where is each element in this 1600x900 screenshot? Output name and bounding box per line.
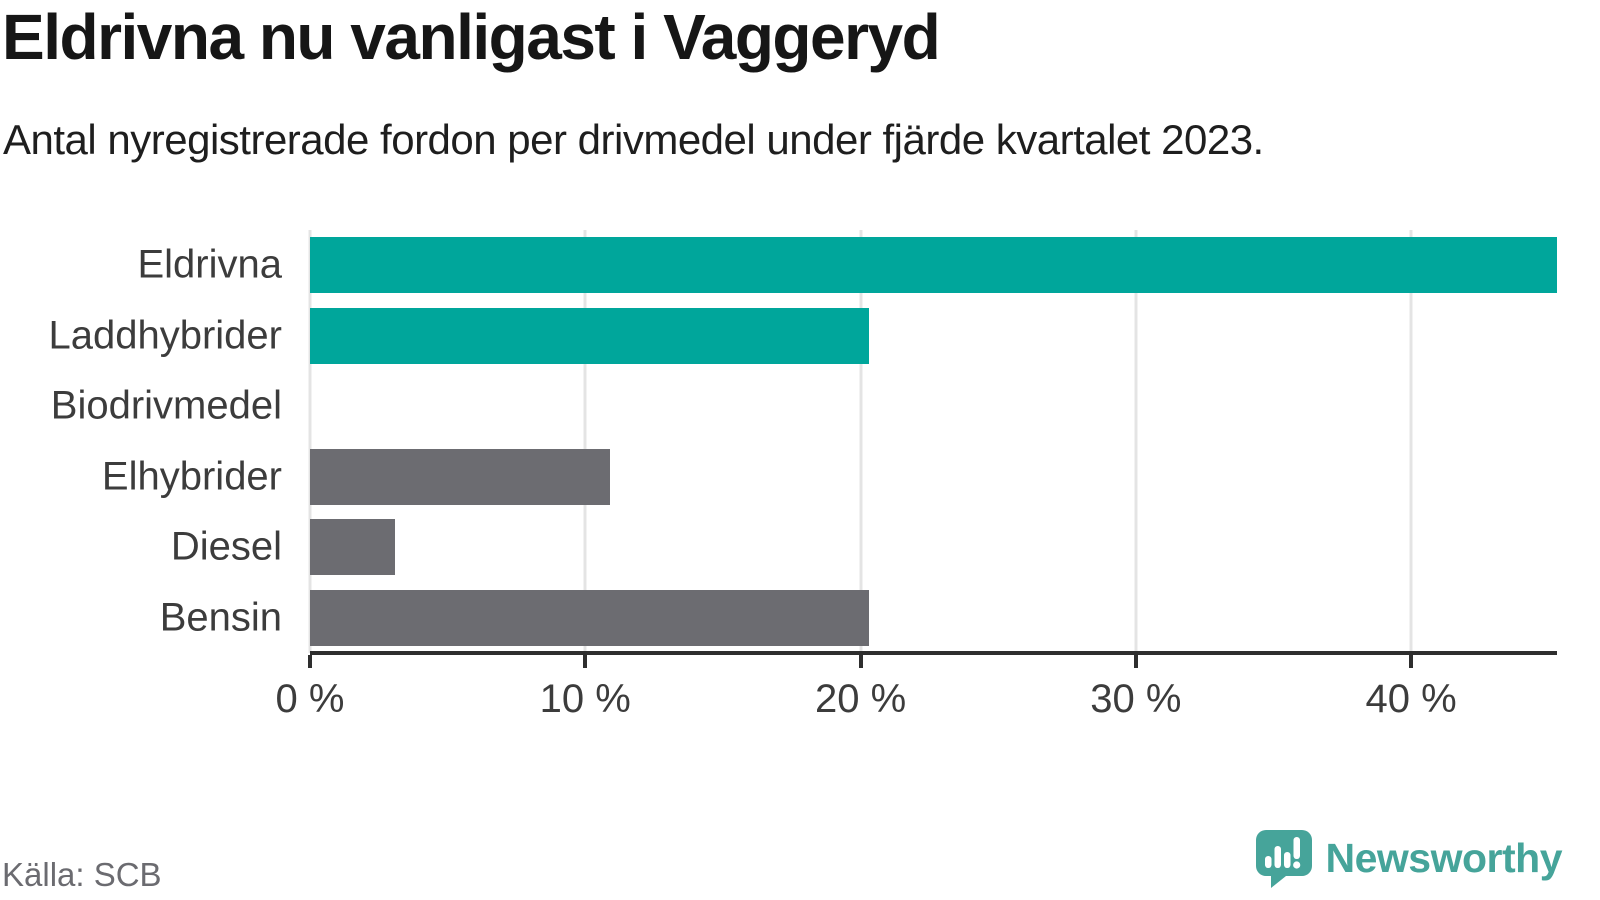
bar-elhybrider [310,448,611,505]
chart-row-bensin: Bensin [160,583,1557,654]
newsworthy-logo-icon [1254,828,1314,888]
tick-40 [1409,655,1414,668]
gridline-10 [583,230,587,653]
tick-label-30: 30 % [1090,677,1182,721]
bar-chart-plot-area: Eldrivna Laddhybrider Biodrivmedel Elhybrid… [49,230,1557,721]
gridline-40 [1409,230,1413,653]
category-label-laddhybrider: Laddhybrider [48,313,283,358]
category-label-elhybrider: Elhybrider [101,454,282,499]
chart-row-eldrivna: Eldrivna [137,230,1557,301]
tick-label-0: 0 % [275,677,345,721]
chart-row-biodrivmedel: Biodrivmedel [51,371,1557,442]
bar-laddhybrider [310,307,869,364]
bar-rows: Eldrivna Laddhybrider Biodrivmedel Elhybrid… [49,230,1557,654]
tick-30 [1133,655,1138,668]
chart-title: Eldrivna nu vanligast i Vaggeryd [2,1,941,73]
tick-label-40: 40 % [1365,677,1457,721]
tick-label-20: 20 % [814,677,907,721]
tick-10 [583,655,588,668]
bar-eldrivna [310,237,1557,294]
gridline-30 [1134,230,1138,653]
category-label-eldrivna: Eldrivna [137,242,282,287]
gridline-20 [859,230,863,653]
category-label-bensin: Bensin [159,595,282,640]
tick-0 [308,655,312,668]
chart-row-elhybrider: Elhybrider [102,442,1557,513]
category-label-biodrivmedel: Biodrivmedel [50,383,282,428]
tick-20 [858,655,863,668]
chart-subtitle: Antal nyregistrerade fordon per drivmede… [3,116,1264,163]
bar-bensin [310,589,869,646]
category-label-diesel: Diesel [170,524,282,569]
source-label: Källa: SCB [2,856,162,893]
chart-row-diesel: Diesel [171,512,1557,583]
tick-label-10: 10 % [539,677,631,721]
x-axis-line [310,651,1557,655]
chart-row-laddhybrider: Laddhybrider [49,301,1557,372]
bar-diesel [310,519,396,576]
newsworthy-brand: Newsworthy [1254,828,1563,888]
gridline-0 [308,230,312,653]
newsworthy-wordmark: Newsworthy [1325,834,1563,881]
